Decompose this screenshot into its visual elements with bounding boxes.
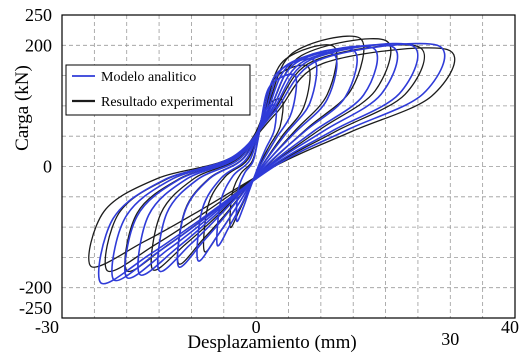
- tick-labels: 250 200 0 -200-250-30 0 30 40: [19, 5, 519, 349]
- x-axis-label: Desplazamiento (mm): [187, 332, 356, 353]
- legend-label-resultado-experimental: Resultado experimental: [101, 95, 234, 110]
- legend-label-modelo-analitico: Modelo analitico: [101, 70, 196, 85]
- plot-series: [88, 35, 456, 285]
- x-tick-label: 30: [441, 329, 459, 349]
- modelo-analitico-loop: [97, 42, 446, 285]
- modelo-analitico-loop: [196, 58, 318, 262]
- y-axis-label: Carga (kN): [12, 65, 33, 151]
- y-tick-label: 250: [25, 5, 52, 25]
- y-tick-label: -250: [19, 298, 52, 318]
- y-tick-label: -200: [19, 278, 52, 298]
- x-tick-label: -30: [35, 317, 59, 337]
- x-tick-label: 0: [252, 317, 261, 337]
- y-tick-label: 0: [43, 157, 52, 177]
- resultado-experimental-loop: [88, 47, 456, 268]
- modelo-analitico-loop: [216, 73, 298, 247]
- legend-box: [65, 64, 251, 116]
- y-tick-label: 200: [25, 35, 52, 55]
- resultado-experimental-loop: [150, 35, 365, 271]
- legend: Modelo analitico Resultado experimental: [65, 64, 251, 116]
- x-tick-label: 40: [501, 317, 519, 337]
- modelo-analitico-loop: [111, 42, 419, 282]
- plot-frame: [61, 14, 516, 319]
